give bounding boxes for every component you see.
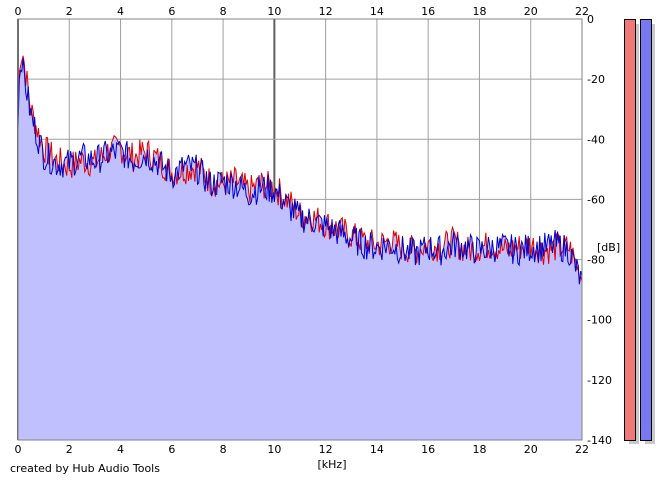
x-top-tick-label: 12 [319, 5, 333, 18]
x-axis-label: [kHz] [318, 458, 347, 471]
plot-border [17, 18, 583, 441]
x-top-tick-label: 18 [472, 5, 486, 18]
right-channel-meter [640, 19, 652, 441]
x-bottom-tick-label: 16 [421, 443, 435, 456]
y-tick-labels: 0 -20 -40 -60 -80 -100 -120 -140 [587, 13, 612, 447]
y-axis-label: [dB] [597, 241, 620, 254]
y-tick-label: -120 [587, 374, 612, 387]
x-bottom-tick-label: 12 [319, 443, 333, 456]
x-top-tick-label: 6 [168, 5, 175, 18]
x-top-tick-label: 22 [575, 5, 589, 18]
y-tick-label: 0 [587, 13, 594, 26]
x-top-tick-label: 8 [220, 5, 227, 18]
x-top-tick-label: 10 [267, 5, 281, 18]
x-bottom-tick-labels: 0 2 4 6 8 10 12 14 16 18 20 22 [15, 443, 590, 456]
x-top-tick-label: 20 [524, 5, 538, 18]
x-bottom-tick-label: 10 [267, 443, 281, 456]
x-bottom-tick-label: 2 [66, 443, 73, 456]
x-top-tick-label: 14 [370, 5, 384, 18]
x-top-tick-label: 4 [117, 5, 124, 18]
spectrum-fill-area [18, 55, 582, 441]
series-line-red [17, 55, 583, 284]
x-bottom-tick-label: 18 [472, 443, 486, 456]
y-tick-label: -100 [587, 314, 612, 327]
x-bottom-tick-label: 8 [220, 443, 227, 456]
y-tick-label: -20 [587, 73, 605, 86]
series-line-blue [17, 58, 583, 285]
y-tick-label: -80 [587, 254, 605, 267]
y-tick-label: -140 [587, 434, 612, 447]
series-lines [17, 55, 583, 285]
y-tick-label: -60 [587, 193, 605, 206]
credit-text: created by Hub Audio Tools [10, 462, 160, 475]
x-bottom-tick-label: 6 [168, 443, 175, 456]
x-top-tick-label: 0 [15, 5, 22, 18]
x-top-tick-label: 2 [66, 5, 73, 18]
x-top-tick-label: 16 [421, 5, 435, 18]
left-channel-meter [624, 19, 636, 441]
x-bottom-tick-label: 14 [370, 443, 384, 456]
x-bottom-tick-label: 0 [15, 443, 22, 456]
x-top-tick-labels: 0 2 4 6 8 10 12 14 16 18 20 22 [15, 5, 590, 18]
x-bottom-tick-label: 22 [575, 443, 589, 456]
x-bottom-tick-label: 4 [117, 443, 124, 456]
y-tick-label: -40 [587, 133, 605, 146]
x-bottom-tick-label: 20 [524, 443, 538, 456]
